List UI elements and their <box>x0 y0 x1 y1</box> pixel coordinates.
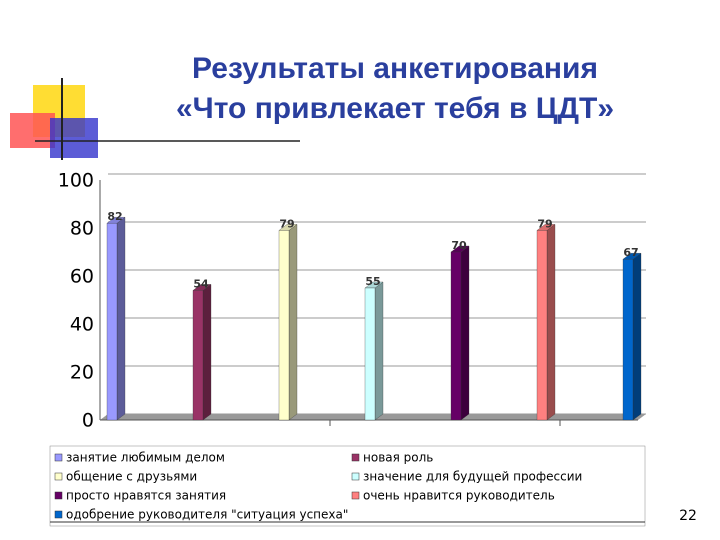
legend-label: значение для будущей профессии <box>363 470 582 484</box>
bar <box>278 230 290 421</box>
legend-label: занятие любимым делом <box>66 451 225 465</box>
y-tick-label: 60 <box>70 266 94 288</box>
bar-side <box>288 224 298 421</box>
legend-swatch <box>351 491 360 500</box>
value-label: 55 <box>365 275 380 288</box>
y-tick-label: 100 <box>58 170 94 192</box>
legend-label: просто нравятся занятия <box>66 489 226 503</box>
value-label: 82 <box>107 210 122 223</box>
y-tick-label: 80 <box>70 218 94 240</box>
legend-label: общение с друзьями <box>66 470 197 484</box>
bar <box>536 230 548 421</box>
legend-swatch <box>54 510 63 519</box>
legend-swatch <box>351 453 360 462</box>
bar <box>622 259 634 421</box>
bar <box>450 251 462 421</box>
legend-label: одобрение руководителя "ситуация успеха" <box>66 508 348 522</box>
bar <box>364 287 376 421</box>
title-line: Результаты анкетирования <box>192 52 598 85</box>
legend-label: очень нравится руководитель <box>363 489 555 503</box>
y-tick-label: 20 <box>70 362 94 384</box>
bar-side <box>460 245 470 421</box>
legend-swatch <box>351 472 360 481</box>
value-label: 79 <box>279 217 294 230</box>
bar <box>192 290 204 421</box>
bar-side <box>632 252 642 421</box>
page-number: 22 <box>679 508 697 524</box>
legend-swatch <box>54 491 63 500</box>
y-tick-label: 0 <box>82 410 94 432</box>
legend-box <box>49 445 646 527</box>
legend-swatch <box>54 453 63 462</box>
deco-red <box>10 113 55 148</box>
value-label: 67 <box>623 246 638 259</box>
bar-side <box>202 284 212 421</box>
bar-side <box>374 281 384 421</box>
bar-side <box>546 224 556 421</box>
value-label: 54 <box>193 277 209 290</box>
bar <box>106 223 118 421</box>
deco-blue <box>50 118 98 158</box>
bar-side <box>116 216 126 421</box>
value-label: 79 <box>537 217 552 230</box>
legend-label: новая роль <box>363 451 433 465</box>
y-tick-label: 40 <box>70 314 94 336</box>
title-line: «Что привлекает тебя в ЦДТ» <box>176 92 614 125</box>
legend-swatch <box>54 472 63 481</box>
value-label: 70 <box>451 239 467 252</box>
